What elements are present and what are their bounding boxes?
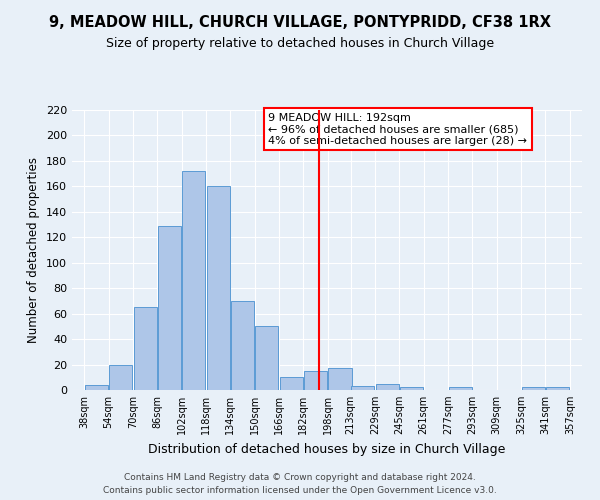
Bar: [255, 326, 278, 390]
Bar: [85, 385, 108, 390]
Bar: [328, 368, 352, 390]
Bar: [280, 378, 303, 390]
Y-axis label: Number of detached properties: Number of detached properties: [28, 157, 40, 343]
Bar: [304, 371, 327, 390]
Bar: [182, 171, 205, 390]
Text: 9 MEADOW HILL: 192sqm
← 96% of detached houses are smaller (685)
4% of semi-deta: 9 MEADOW HILL: 192sqm ← 96% of detached …: [268, 113, 527, 146]
Bar: [158, 226, 181, 390]
Bar: [231, 301, 254, 390]
Bar: [206, 186, 230, 390]
Text: Contains public sector information licensed under the Open Government Licence v3: Contains public sector information licen…: [103, 486, 497, 495]
Bar: [449, 388, 472, 390]
Bar: [134, 308, 157, 390]
Text: Size of property relative to detached houses in Church Village: Size of property relative to detached ho…: [106, 38, 494, 51]
Bar: [400, 388, 423, 390]
Text: Contains HM Land Registry data © Crown copyright and database right 2024.: Contains HM Land Registry data © Crown c…: [124, 472, 476, 482]
Text: 9, MEADOW HILL, CHURCH VILLAGE, PONTYPRIDD, CF38 1RX: 9, MEADOW HILL, CHURCH VILLAGE, PONTYPRI…: [49, 15, 551, 30]
Bar: [351, 386, 374, 390]
Bar: [376, 384, 399, 390]
X-axis label: Distribution of detached houses by size in Church Village: Distribution of detached houses by size …: [148, 442, 506, 456]
Bar: [109, 364, 132, 390]
Bar: [522, 388, 545, 390]
Bar: [546, 388, 569, 390]
